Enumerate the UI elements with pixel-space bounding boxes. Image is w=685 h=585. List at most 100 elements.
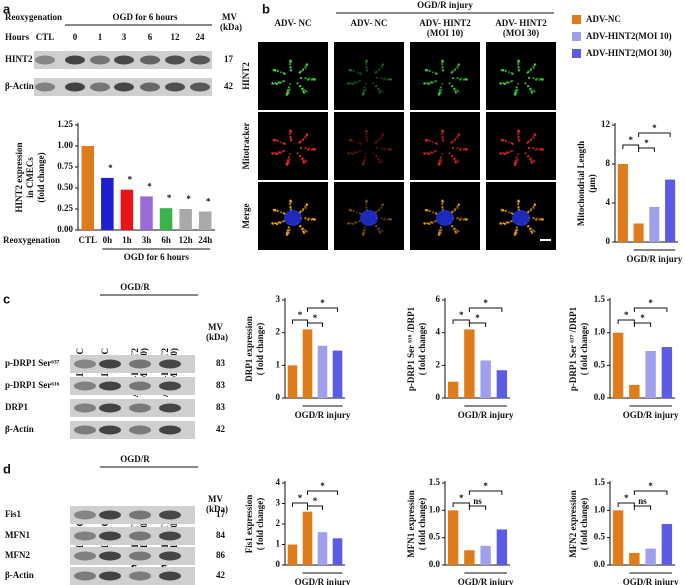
organelle xyxy=(457,134,460,137)
nucleus xyxy=(284,210,302,226)
organelle xyxy=(504,209,507,212)
organelle xyxy=(301,69,304,72)
lane-label: 0 xyxy=(73,32,78,42)
bar xyxy=(496,370,508,398)
organelle xyxy=(290,200,293,203)
organelle xyxy=(352,222,355,226)
y-tick-label: 0.75 xyxy=(57,161,73,171)
y-tick-label: 4 xyxy=(436,327,441,337)
organelle xyxy=(532,65,535,68)
organelle xyxy=(388,148,391,151)
y-tick-label: 4 xyxy=(606,197,611,207)
organelle xyxy=(362,233,365,236)
blot-band xyxy=(35,82,55,92)
organelle xyxy=(305,64,308,67)
organelle xyxy=(361,163,364,166)
organelle xyxy=(374,225,377,228)
bar xyxy=(480,360,491,398)
organelle xyxy=(538,78,541,81)
organelle xyxy=(462,78,465,81)
organelle xyxy=(455,229,458,232)
organelle xyxy=(355,151,358,154)
organelle xyxy=(450,155,453,158)
x-tick-label: 24h xyxy=(198,235,212,245)
organelle xyxy=(281,220,284,223)
organelle xyxy=(457,204,460,207)
organelle xyxy=(439,86,442,89)
organelle xyxy=(508,71,511,74)
organelle xyxy=(361,93,364,96)
blot-header: OGD for 6 hours xyxy=(112,12,178,22)
organelle xyxy=(378,207,381,211)
bar xyxy=(287,365,298,398)
bar xyxy=(317,532,328,565)
organelle xyxy=(350,209,353,212)
y-axis-label: (μm) xyxy=(587,174,597,193)
organelle xyxy=(529,69,532,72)
organelle xyxy=(280,141,283,144)
organelle xyxy=(437,231,441,234)
organelle xyxy=(375,76,379,80)
organelle xyxy=(271,152,274,155)
organelle xyxy=(365,66,368,69)
bracket xyxy=(307,322,323,327)
organelle xyxy=(365,136,368,139)
blot-band xyxy=(74,510,96,520)
organelle xyxy=(510,142,513,145)
row-label: p-DRP1 Ser⁶¹⁶ xyxy=(5,380,60,390)
organelle xyxy=(531,229,535,232)
organelle xyxy=(428,139,431,142)
organelle xyxy=(428,209,431,212)
mv-label: (kDa) xyxy=(206,332,228,342)
bracket xyxy=(468,322,487,327)
panel-label: c xyxy=(3,291,10,306)
blot-band xyxy=(90,82,110,92)
bar xyxy=(496,529,508,565)
y-tick-label: 4 xyxy=(276,477,281,487)
organelle xyxy=(517,63,520,66)
y-tick-label: 1.0 xyxy=(429,504,441,514)
organelle xyxy=(356,141,359,144)
blot-band xyxy=(74,359,96,369)
blot-band xyxy=(99,359,121,369)
row-label: β-Actin xyxy=(5,424,34,434)
organelle xyxy=(355,221,358,224)
bar xyxy=(317,345,328,398)
organelle xyxy=(380,207,383,210)
bracket xyxy=(638,147,655,152)
organelle xyxy=(289,203,292,206)
organelle xyxy=(456,207,459,210)
bracket xyxy=(468,490,503,495)
blot-band xyxy=(129,403,151,413)
organelle xyxy=(365,199,368,202)
organelle xyxy=(289,82,292,86)
organelle xyxy=(499,222,502,225)
organelle xyxy=(348,138,351,141)
blot-band xyxy=(129,531,151,541)
blot-band xyxy=(159,571,181,581)
organelle xyxy=(372,82,375,85)
organelle xyxy=(304,147,307,150)
organelle xyxy=(377,87,380,90)
bar xyxy=(287,544,298,565)
organelle xyxy=(378,231,382,234)
organelle xyxy=(286,89,289,92)
organelle xyxy=(357,150,360,153)
organelle xyxy=(514,229,517,232)
organelle xyxy=(455,89,458,92)
bar xyxy=(629,384,640,398)
organelle xyxy=(437,161,441,164)
blot-band xyxy=(74,551,96,561)
organelle xyxy=(529,209,532,212)
blot-band xyxy=(159,531,181,541)
bracket xyxy=(633,307,668,312)
organelle xyxy=(517,136,520,139)
organelle xyxy=(383,78,386,81)
y-tick-label: 1.5 xyxy=(594,477,606,487)
organelle xyxy=(363,226,366,229)
y-tick-label: 0.5 xyxy=(429,532,441,542)
organelle xyxy=(365,203,368,206)
micrograph xyxy=(334,42,404,110)
y-tick-label: 1.25 xyxy=(57,119,73,129)
significance: * xyxy=(644,138,649,148)
